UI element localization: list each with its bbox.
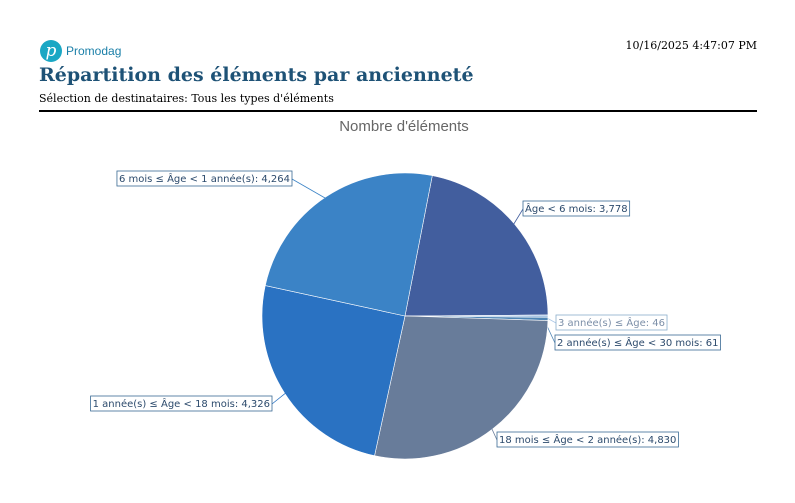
report-title: Répartition des éléments par ancienneté bbox=[39, 64, 474, 86]
data-label: 3 année(s) ≤ Âge: 46 bbox=[558, 316, 665, 329]
label-box bbox=[554, 334, 721, 351]
label-box bbox=[496, 431, 679, 448]
data-label: 18 mois ≤ Âge < 2 année(s): 4,830 bbox=[499, 433, 676, 446]
label-box bbox=[116, 170, 293, 187]
data-label: 1 année(s) ≤ Âge < 18 mois: 4,326 bbox=[93, 397, 270, 410]
label-box bbox=[522, 200, 631, 217]
timestamp: 10/16/2025 4:47:07 PM bbox=[625, 39, 757, 52]
label-leader bbox=[271, 390, 289, 405]
divider bbox=[39, 110, 757, 112]
label-leader bbox=[291, 178, 329, 201]
pie-slice bbox=[374, 315, 549, 460]
chart-title: Nombre d'éléments bbox=[339, 118, 469, 135]
data-label: 6 mois ≤ Âge < 1 année(s): 4,264 bbox=[119, 172, 290, 185]
label-leader bbox=[511, 208, 524, 228]
pie-slice bbox=[261, 285, 406, 457]
pie-slice bbox=[404, 175, 549, 317]
label-leader bbox=[489, 425, 498, 441]
brand-name: Promodag bbox=[66, 44, 122, 58]
brand-logo: p bbox=[40, 40, 62, 62]
data-label: Âge < 6 mois: 3,778 bbox=[525, 202, 628, 215]
pie-slice bbox=[264, 172, 433, 317]
data-label: 2 année(s) ≤ Âge < 30 mois: 61 bbox=[557, 336, 719, 349]
label-box bbox=[555, 314, 668, 331]
report-subtitle: Sélection de destinataires: Tous les typ… bbox=[39, 92, 334, 105]
brand: p Promodag bbox=[40, 40, 121, 62]
label-box bbox=[90, 395, 273, 412]
